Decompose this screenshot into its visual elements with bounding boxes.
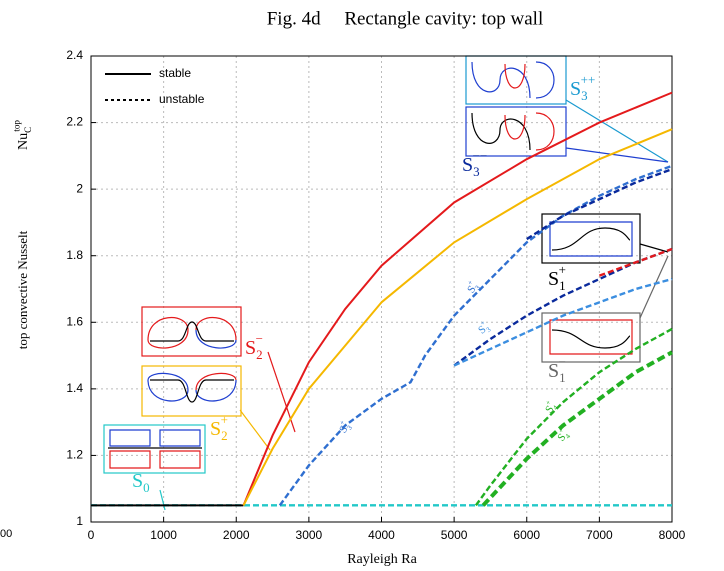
y-tick-label: 2 xyxy=(76,181,83,195)
inset-box xyxy=(104,425,205,473)
inset-cell xyxy=(550,320,632,354)
inset-cell xyxy=(550,222,632,256)
curve-label-text: S xyxy=(548,360,559,382)
y-axis-symbol-text: Nu xyxy=(16,133,31,150)
curve-label-sub: 3 xyxy=(581,88,588,103)
inset-cell xyxy=(472,62,554,98)
curve-label-sub: 3 xyxy=(473,164,480,179)
y-tick-label: 1.4 xyxy=(66,381,83,395)
curve-label-text: S xyxy=(210,418,221,440)
x-tick-label: 5000 xyxy=(441,528,468,542)
x-tick-label: 6000 xyxy=(513,528,540,542)
curve-label-sup: + xyxy=(221,412,228,427)
inset-line xyxy=(150,322,234,341)
y-tick-label: 2.2 xyxy=(66,115,83,129)
curve-label: S4+ xyxy=(540,398,560,416)
grid xyxy=(91,56,672,522)
curve-label: S4+ xyxy=(553,426,572,445)
curve-label: S3++ xyxy=(570,72,595,103)
curve-label: S3+ xyxy=(474,318,493,337)
series-line xyxy=(483,352,672,505)
series-line xyxy=(244,129,672,505)
curve-label-sup: ++ xyxy=(581,72,596,87)
curve-label-text: S xyxy=(132,470,143,492)
inset-cell xyxy=(148,373,236,401)
curve-label: S3+ xyxy=(462,278,482,296)
insets xyxy=(104,56,668,510)
y-tick-label: 1.2 xyxy=(66,448,83,462)
edge-label: 00 xyxy=(0,528,12,540)
y-axis-symbol-sup: top xyxy=(12,120,22,132)
inset-cell xyxy=(505,64,525,88)
curve-label-sub: 1 xyxy=(559,370,566,385)
pointer-arrow xyxy=(160,490,165,510)
curve-label-sub: 1 xyxy=(559,278,566,293)
inset-cell xyxy=(110,451,200,468)
y-tick-label: 2.4 xyxy=(66,48,83,62)
series-line xyxy=(280,166,672,506)
y-tick-label: 1.6 xyxy=(66,314,83,328)
chart: Fig. 4d Rectangle cavity: top wall Rayle… xyxy=(0,0,724,571)
curve-label-text: S xyxy=(245,337,256,359)
y-axis-symbol: NuCtop xyxy=(12,120,33,150)
inset-cell xyxy=(110,430,200,446)
x-tick-label: 8000 xyxy=(659,528,686,542)
inset-line xyxy=(552,228,630,250)
curve-label-text: S xyxy=(548,268,559,290)
x-tick-label: 1000 xyxy=(150,528,177,542)
chart-title: Fig. 4d Rectangle cavity: top wall xyxy=(267,8,544,29)
curve-label-sup: + xyxy=(559,262,566,277)
x-axis-label: Rayleigh Ra xyxy=(347,552,417,567)
curve-label-sub: 2 xyxy=(221,428,228,443)
x-tick-label: 0 xyxy=(88,528,95,542)
legend-label: stable xyxy=(159,66,191,80)
curve-label-text: S xyxy=(462,154,473,176)
curve-label: S2+ xyxy=(210,412,228,443)
curve-label: S2− xyxy=(245,331,263,362)
inset-line xyxy=(150,380,234,402)
inset-box xyxy=(142,307,241,356)
y-tick-label: 1 xyxy=(76,514,83,528)
inset-box xyxy=(466,56,566,104)
pointer-arrow xyxy=(566,148,668,162)
curve-label: S3−− xyxy=(462,148,487,179)
y-tick-label: 1.8 xyxy=(66,248,83,262)
curve-label: S1− xyxy=(548,354,566,385)
x-tick-label: 2000 xyxy=(223,528,250,542)
y-axis-label: top convective Nusselt xyxy=(15,230,30,349)
x-tick-label: 7000 xyxy=(586,528,613,542)
legend-label: unstable xyxy=(159,92,205,106)
curve-label-text: S xyxy=(570,78,581,100)
x-tick-label: 3000 xyxy=(296,528,323,542)
curve-label-sup: −− xyxy=(473,148,488,163)
x-tick-label: 4000 xyxy=(368,528,395,542)
inset-line xyxy=(552,330,630,348)
curve-label-sub: 2 xyxy=(256,347,263,362)
curve-label-sup: − xyxy=(256,331,263,346)
inset-line xyxy=(472,113,530,150)
y-axis-symbol-sub: C xyxy=(23,127,33,133)
curve-label-sup: − xyxy=(559,354,566,369)
pointer-arrow xyxy=(240,410,270,450)
pointer-arrow xyxy=(640,256,668,318)
curve-label-sub: 0 xyxy=(143,480,150,495)
curve-label: S1+ xyxy=(548,262,566,293)
